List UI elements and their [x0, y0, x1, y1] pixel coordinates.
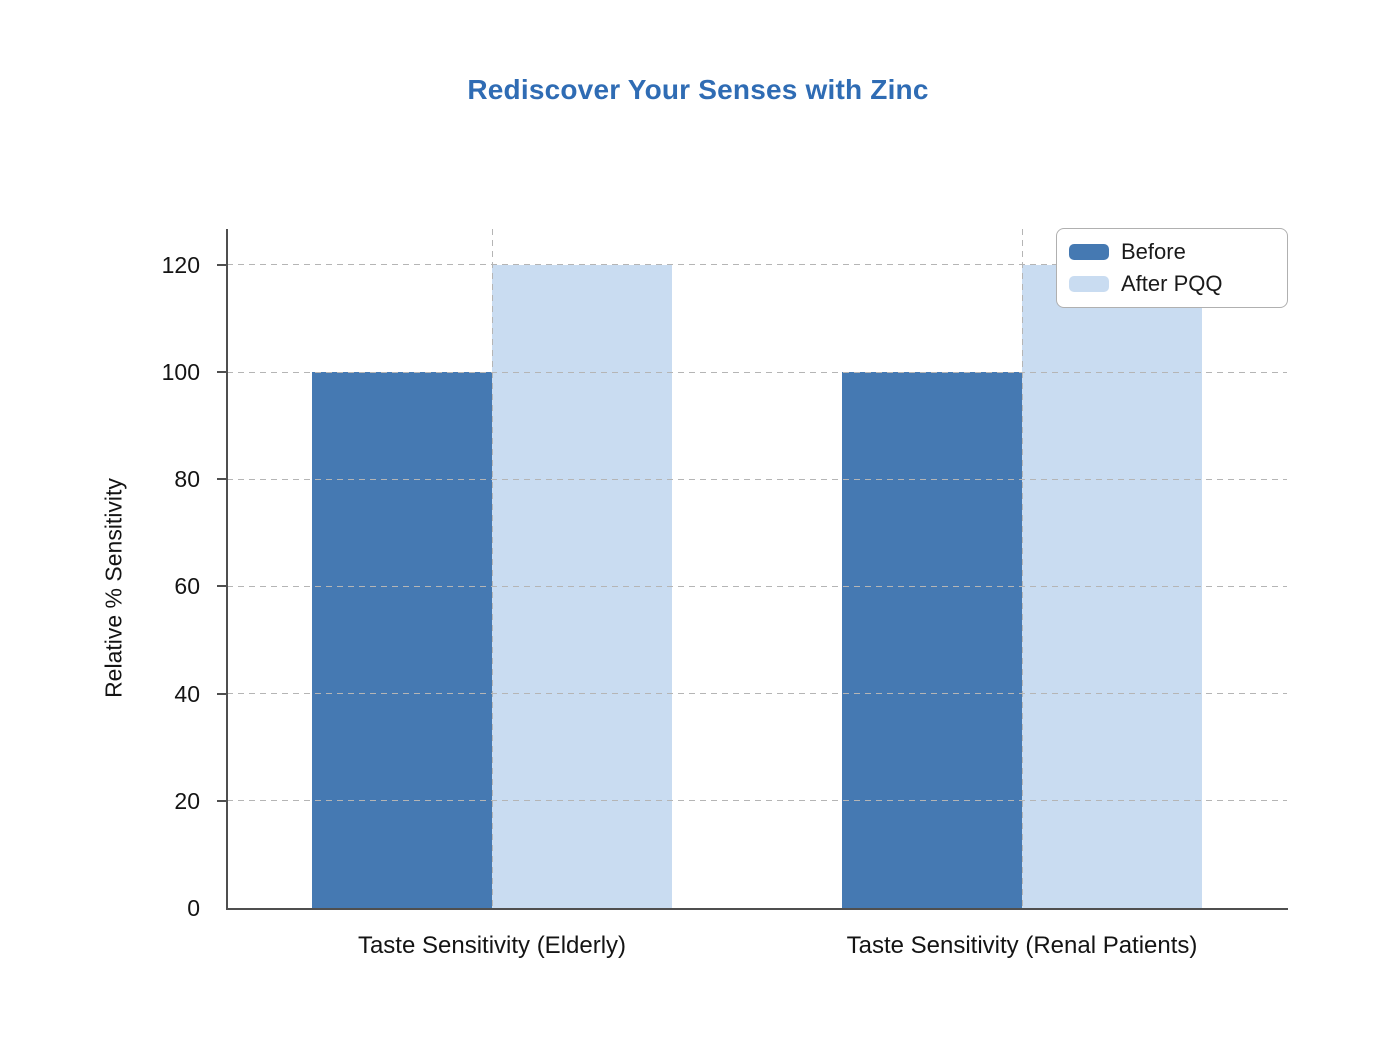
vertical-gridline — [1021, 229, 1023, 908]
y-tick-mark — [217, 692, 227, 695]
horizontal-gridline — [227, 478, 1287, 480]
vertical-gridline — [491, 229, 493, 908]
y-tick-mark — [217, 263, 227, 266]
y-tick-mark — [217, 371, 227, 374]
y-tick-label: 20 — [174, 787, 200, 814]
x-category-label: Taste Sensitivity (Elderly) — [357, 932, 627, 959]
legend-label: After PQQ — [1121, 271, 1223, 296]
legend-swatch-after-pqq — [1069, 276, 1109, 292]
x-axis-line — [226, 908, 1288, 910]
y-tick-label: 80 — [174, 466, 200, 493]
horizontal-gridline — [227, 800, 1287, 802]
y-axis-line — [226, 229, 228, 910]
horizontal-gridline — [227, 264, 1287, 266]
plot-area — [217, 229, 1287, 908]
chart-title: Rediscover Your Senses with Zinc — [467, 74, 929, 105]
y-tick-mark — [217, 585, 227, 588]
bar-before-taste-sensitivity-elderly — [312, 372, 492, 908]
x-category-label: Taste Sensitivity (Renal Patients) — [846, 932, 1198, 959]
y-tick-label: 120 — [161, 251, 200, 278]
horizontal-gridline — [227, 693, 1287, 695]
horizontal-gridline — [227, 371, 1287, 373]
legend-swatch-before — [1069, 244, 1109, 260]
legend: Before After PQQ — [1056, 228, 1288, 308]
y-tick-label: 100 — [161, 359, 200, 386]
y-tick-label: 40 — [174, 680, 200, 707]
legend-label: Before — [1121, 239, 1186, 264]
y-tick-label: 60 — [174, 573, 200, 600]
legend-item-after-pqq: After PQQ — [1057, 268, 1287, 300]
bar-before-taste-sensitivity-renal-patients — [842, 372, 1022, 908]
horizontal-gridline — [227, 585, 1287, 587]
y-tick-mark — [217, 478, 227, 481]
y-tick-label: 0 — [187, 895, 200, 921]
y-tick-mark — [217, 799, 227, 802]
legend-item-before: Before — [1057, 236, 1287, 268]
